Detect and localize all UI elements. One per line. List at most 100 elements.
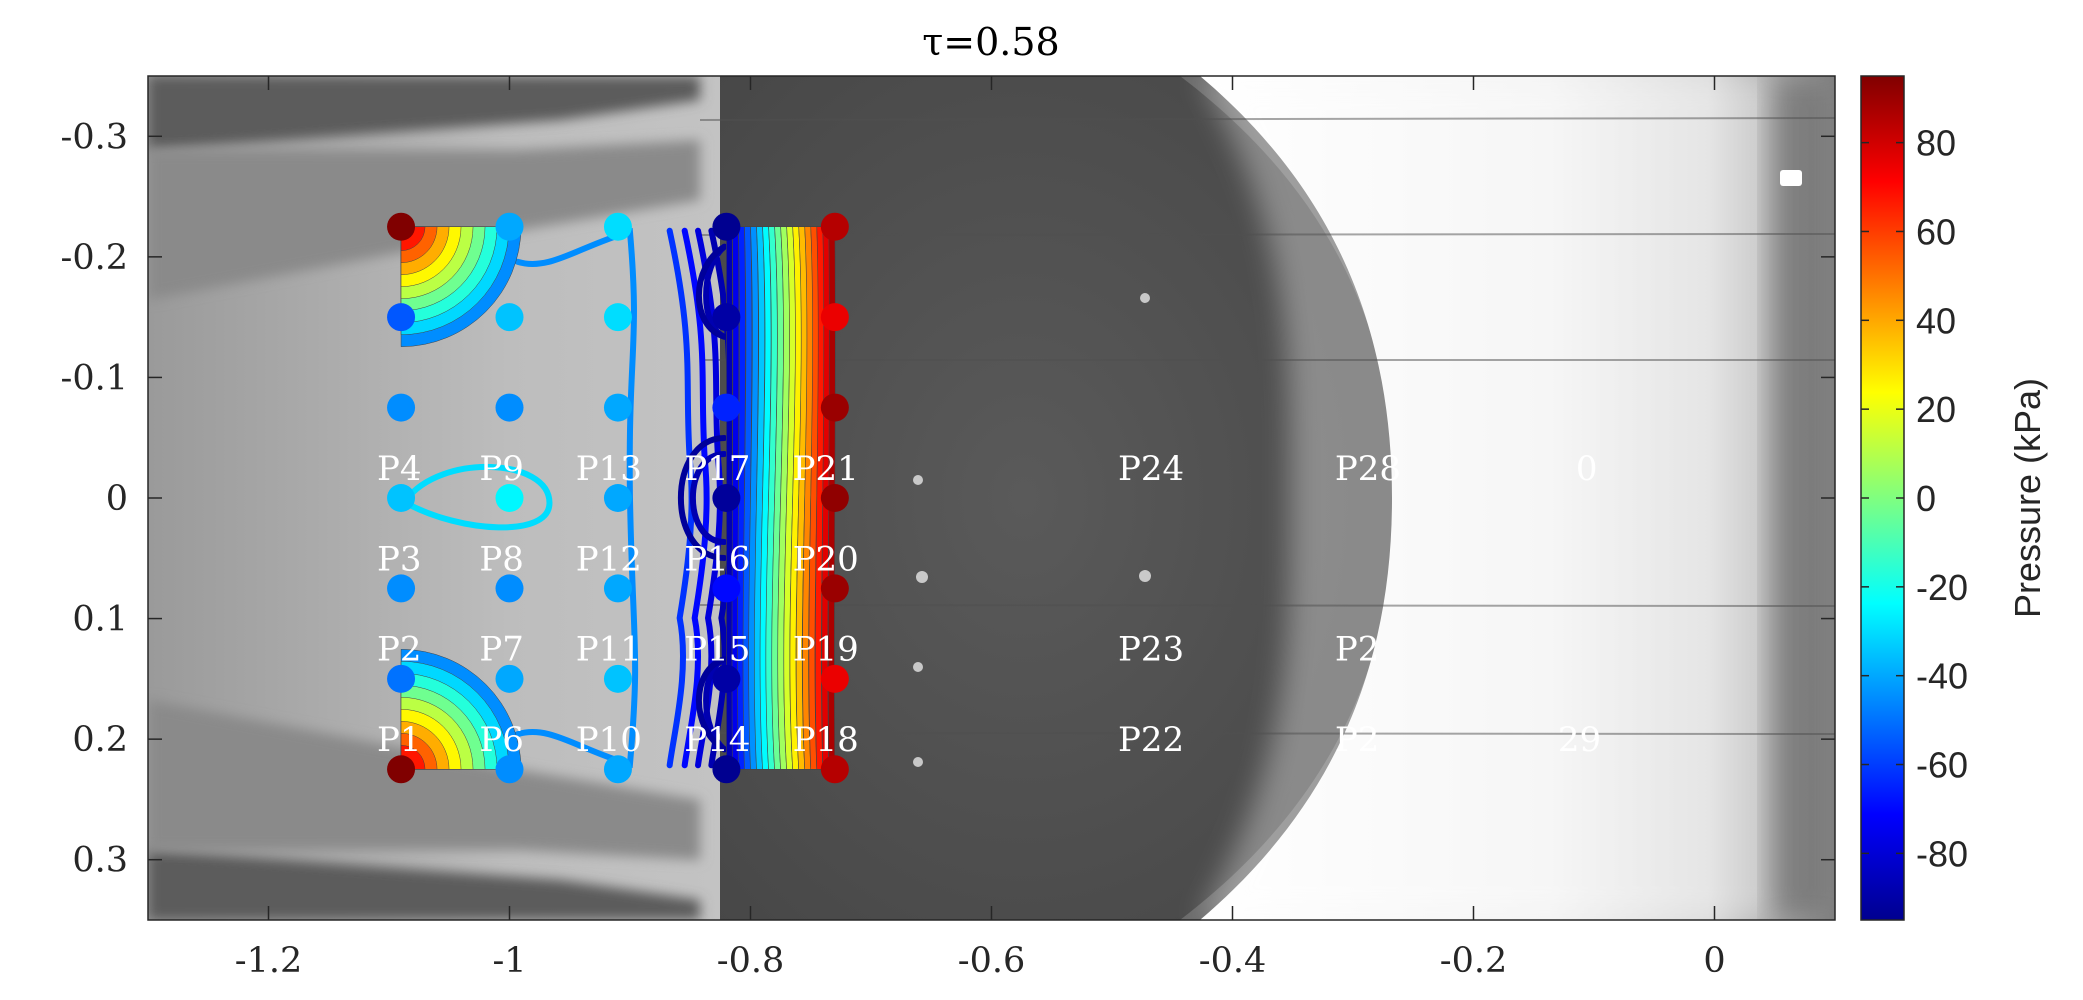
colorbar-tick-label: 0 [1916,478,1936,519]
sensor-label: P8 [479,539,524,579]
sensor-label: P10 [576,720,642,760]
sensor-label: P3 [377,539,422,579]
colorbar-tick-label: -80 [1916,833,1968,874]
sensor-point [603,303,632,332]
colorbar-ticks: -80 -60 -40 -20 0 20 40 60 80 [1861,123,1968,874]
sensor-point [603,393,632,422]
sensor-point [603,212,632,241]
x-tick-label: 0 [1703,941,1725,981]
sensor-point [603,755,632,784]
sensor-label: P15 [684,630,750,670]
contour-line [666,227,695,769]
colorbar-tick-label: -60 [1916,745,1968,786]
sensor-point [387,484,416,512]
x-tick-label: -0.4 [1199,941,1267,981]
sensor-label: P28 [1335,449,1401,489]
sensor-labels: P1 P2 P3 P4 P6 P7 P8 P9 P10 P11 P12 P13 P14 P15 P16 P17… [377,449,1601,760]
sensor-point [820,393,849,422]
y-tick-label: -0.1 [61,358,129,398]
sensor-label: P13 [576,449,642,489]
sensor-label: P24 [1118,449,1184,489]
contour-line [695,656,728,753]
sensor-point [495,303,524,332]
sensor-point [495,664,524,693]
sensor-label: P9 [479,449,524,489]
colorbar-tick-label: 20 [1916,389,1956,430]
colorbar-tick-label: -20 [1916,567,1968,608]
sensor-point [712,212,741,241]
x-tick-label: -0.8 [717,941,785,981]
sensor-point [820,303,849,332]
sensor-point [387,393,416,422]
pressure-sensors [387,212,849,784]
sensor-point [387,664,416,693]
contour-line [689,451,728,545]
sensor-label: P14 [684,720,750,760]
sensor-label: P11 [576,630,642,670]
sensor-point [495,393,524,422]
sensor-point [495,574,524,603]
x-axis: -1.2 -1 -0.8 -0.6 -0.4 -0.2 0 [235,76,1726,981]
sensor-label: P20 [793,539,859,579]
sensor-label: P6 [479,720,524,760]
contour-line [403,463,553,531]
sensor-point [712,755,741,784]
sensor-point [820,755,849,784]
sensor-point [820,212,849,241]
sensor-point [712,484,741,512]
shadowgraph-background [148,76,1835,920]
sensor-point [820,484,849,512]
colorbar: -80 -60 -40 -20 0 20 40 60 80 Pressure (kPa) [1860,75,2048,921]
sensor-label: P1 [377,720,422,760]
colorbar-tick-label: -40 [1916,656,1968,697]
sensor-label: P4 [377,449,422,489]
sensor-label: P2 [377,630,422,670]
sensor-label: P7 [479,630,524,670]
sensor-label: P21 [793,449,859,489]
sensor-point [712,303,741,332]
sensor-point [387,212,416,241]
y-tick-label: 0 [106,479,128,519]
x-tick-label: -0.2 [1440,941,1508,981]
sensor-label: 0 [1576,449,1598,489]
sensor-label: P23 [1118,630,1184,670]
sensor-point [495,484,524,512]
sensor-label: P12 [576,539,642,579]
sensor-point [820,574,849,603]
y-tick-label: -0.3 [61,117,129,157]
x-tick-label: -1.2 [235,941,303,981]
chart-title: τ=0.58 [922,20,1059,64]
sensor-point [712,664,741,693]
sensor-point [603,664,632,693]
colorbar-tick-label: 60 [1916,211,1956,252]
sensor-point [820,664,849,693]
y-axis: -0.3 -0.2 -0.1 0 0.1 0.2 0.3 [61,117,1835,881]
y-tick-label: 0.3 [72,841,128,881]
colorbar-tick-label: 40 [1916,300,1956,341]
contour-line [681,227,710,769]
sensor-label: P17 [684,449,750,489]
sensor-point [495,755,524,784]
sensor-point [495,212,524,241]
sensor-label: 29 [1558,720,1601,760]
sensor-point [712,574,741,603]
sensor-point [603,484,632,512]
sensor-point [603,574,632,603]
sensor-label: P19 [793,630,859,670]
sensor-label: P2 [1335,720,1380,760]
y-tick-label: 0.2 [72,720,128,760]
contour-line [677,435,728,561]
sensor-point [387,574,416,603]
sensor-label: P16 [684,539,750,579]
colorbar-tick-label: 80 [1916,123,1956,164]
colorbar-label: Pressure (kPa) [2007,378,2048,618]
sensor-point [387,303,416,332]
y-tick-label: -0.2 [61,238,129,278]
sensor-point [387,755,416,784]
sensor-label: P2 [1335,630,1380,670]
y-tick-label: 0.1 [72,600,128,640]
sensor-point [712,393,741,422]
contour-line [695,243,728,340]
x-tick-label: -0.6 [958,941,1026,981]
